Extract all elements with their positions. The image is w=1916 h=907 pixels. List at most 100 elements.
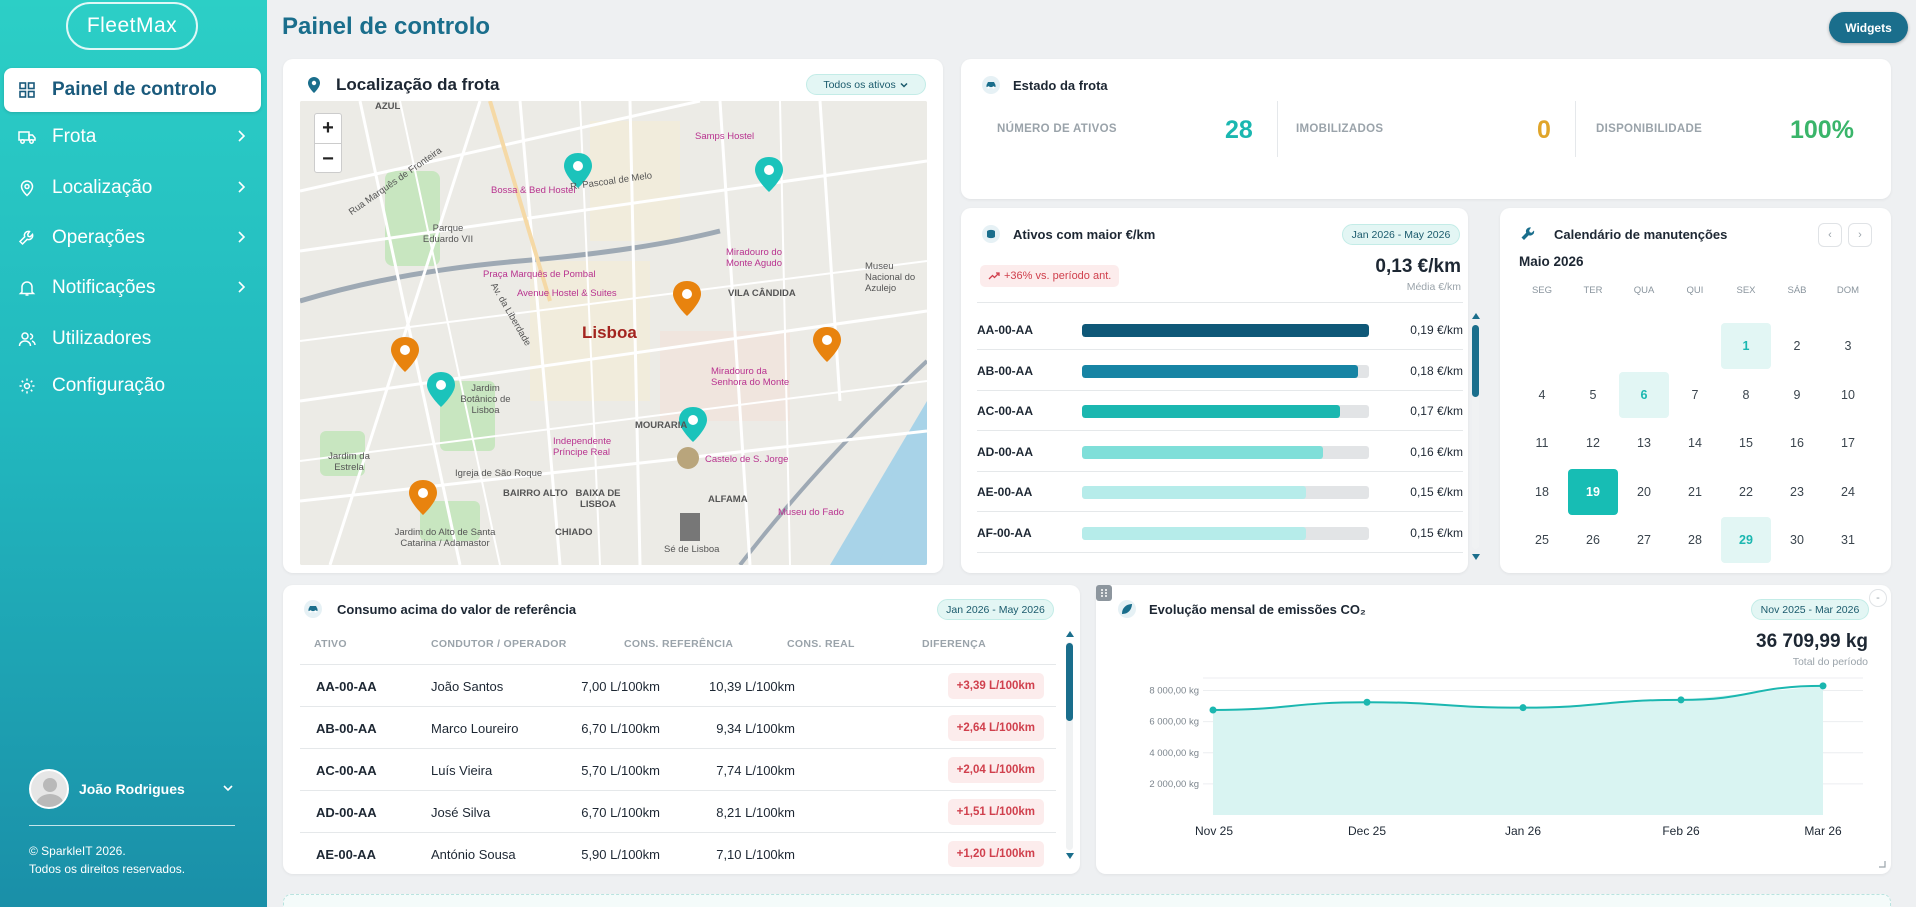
sidebar-item-notifications[interactable]: Notificações xyxy=(4,266,261,310)
kpi-label: NÚMERO DE ATIVOS xyxy=(997,123,1117,135)
calendar-next-button[interactable]: › xyxy=(1848,223,1872,247)
calendar-day[interactable]: 5 xyxy=(1589,387,1597,402)
sidebar-item-dashboard[interactable]: Painel de controlo xyxy=(4,68,261,112)
calendar-day[interactable]: 19 xyxy=(1568,468,1618,515)
period-badge[interactable]: Jan 2026 - May 2026 xyxy=(1342,224,1460,245)
calendar-day[interactable]: 1 xyxy=(1721,323,1771,369)
calendar-day[interactable]: 7 xyxy=(1691,387,1699,402)
table-row[interactable]: AC-00-AA Luís Vieira 5,70 L/100km 7,74 L/10… xyxy=(300,748,1056,790)
table-row[interactable]: AA-00-AA João Santos 7,00 L/100km 10,39 L/1… xyxy=(300,664,1056,706)
calendar-day[interactable]: 29 xyxy=(1721,517,1771,563)
map-poi: Miradouro do Monte Agudo xyxy=(726,247,782,269)
column-header[interactable]: CONS. REFERÊNCIA xyxy=(624,638,734,650)
sidebar-item-operations[interactable]: Operações xyxy=(4,216,261,260)
map-label: Jardim do Alto de Santa Catarina / Adama… xyxy=(394,527,496,549)
column-header[interactable]: DIFERENÇA xyxy=(922,638,986,650)
period-badge[interactable]: Nov 2025 - Mar 2026 xyxy=(1751,599,1869,620)
cost-bar-row[interactable]: AE-00-AA 0,15 €/km xyxy=(977,472,1463,512)
calendar-day[interactable]: 13 xyxy=(1637,436,1651,450)
chevron-down-icon xyxy=(223,785,233,792)
scrollbar-thumb[interactable] xyxy=(1066,643,1073,721)
cost-bar-row[interactable]: AC-00-AA 0,17 €/km xyxy=(977,391,1463,431)
data-point[interactable] xyxy=(1363,698,1371,706)
data-point[interactable] xyxy=(1819,682,1827,690)
calendar-day[interactable]: 11 xyxy=(1535,436,1549,450)
scroll-down-arrow[interactable] xyxy=(1066,853,1074,859)
difference-badge: +2,64 L/100km xyxy=(947,715,1044,741)
calendar-day[interactable]: 6 xyxy=(1619,371,1669,418)
calendar-day[interactable]: 17 xyxy=(1841,436,1855,450)
scroll-up-arrow[interactable] xyxy=(1066,631,1074,637)
calendar-day[interactable]: 9 xyxy=(1793,387,1801,402)
sidebar-item-settings[interactable]: Configuração xyxy=(4,364,261,408)
remove-widget-button[interactable]: - xyxy=(1869,589,1887,607)
calendar-day[interactable]: 10 xyxy=(1841,387,1855,402)
data-point[interactable] xyxy=(1209,706,1217,714)
asset-filter-select[interactable]: Todos os ativos xyxy=(806,74,926,95)
calendar-day[interactable]: 21 xyxy=(1688,484,1702,499)
table-row[interactable]: AE-00-AA António Sousa 5,90 L/100km 7,10 L/… xyxy=(300,832,1056,874)
period-badge[interactable]: Jan 2026 - May 2026 xyxy=(937,599,1054,620)
calendar-day[interactable]: 4 xyxy=(1538,387,1546,402)
avg-cost-label: Média €/km xyxy=(1406,281,1461,293)
cost-bar-row[interactable]: AF-00-AA 0,15 €/km xyxy=(977,513,1463,553)
sidebar-item-fleet[interactable]: Frota xyxy=(4,115,261,159)
scroll-down-arrow[interactable] xyxy=(1472,554,1480,560)
calendar-day[interactable]: 8 xyxy=(1742,387,1750,402)
drag-handle[interactable] xyxy=(1096,585,1112,601)
fleetmax-logo[interactable]: FleetMax xyxy=(66,2,198,50)
wrench-icon xyxy=(1521,227,1535,240)
column-header[interactable]: CONS. REAL xyxy=(787,638,855,650)
calendar-day[interactable]: 20 xyxy=(1637,484,1651,499)
calendar-day[interactable]: 28 xyxy=(1688,533,1702,547)
calendar-day[interactable]: 26 xyxy=(1586,533,1600,547)
calendar-day[interactable]: 30 xyxy=(1790,533,1804,547)
calendar-day[interactable]: 2 xyxy=(1793,339,1801,353)
fleet-map[interactable]: AZUL VILA CÂNDIDA MOURARIA BAIRRO ALTO B… xyxy=(300,101,927,565)
difference-badge: +2,04 L/100km xyxy=(947,757,1044,783)
data-point[interactable] xyxy=(1519,704,1527,712)
emissions-title: Evolução mensal de emissões CO₂ xyxy=(1149,602,1366,617)
calendar-day[interactable]: 12 xyxy=(1586,436,1600,450)
calendar-day[interactable]: 14 xyxy=(1688,436,1702,450)
calendar-day[interactable]: 16 xyxy=(1790,436,1804,450)
zoom-in-button[interactable]: + xyxy=(315,114,341,144)
column-header[interactable]: ATIVO xyxy=(314,638,347,650)
scroll-up-arrow[interactable] xyxy=(1472,313,1480,319)
map-base xyxy=(300,101,927,565)
calendar-prev-button[interactable]: ‹ xyxy=(1818,223,1842,247)
add-widget-dropzone[interactable] xyxy=(283,894,1891,907)
scrollbar-track[interactable] xyxy=(1066,642,1073,850)
scrollbar-thumb[interactable] xyxy=(1472,325,1479,397)
map-label: Jardim da Estrela xyxy=(328,451,370,473)
sidebar-item-label: Notificações xyxy=(52,277,156,298)
cost-bar-row[interactable]: AB-00-AA 0,18 €/km xyxy=(977,351,1463,391)
sidebar-item-location[interactable]: Localização xyxy=(4,166,261,210)
cost-value: 0,16 €/km xyxy=(1410,444,1463,459)
calendar-day[interactable]: 15 xyxy=(1739,436,1753,450)
calendar-day[interactable]: 31 xyxy=(1841,533,1855,547)
widgets-button[interactable]: Widgets xyxy=(1829,12,1908,43)
car-icon xyxy=(304,600,322,618)
column-header[interactable]: CONDUTOR / OPERADOR xyxy=(431,638,567,650)
real-consumption: 7,74 L/100km xyxy=(716,763,795,778)
calendar-day[interactable]: 23 xyxy=(1790,484,1804,499)
table-row[interactable]: AB-00-AA Marco Loureiro 6,70 L/100km 9,34 L… xyxy=(300,706,1056,748)
scrollbar-track[interactable] xyxy=(1472,324,1479,549)
calendar-day[interactable]: 27 xyxy=(1637,533,1651,547)
resize-handle-icon[interactable] xyxy=(1878,860,1886,868)
calendar-day[interactable]: 25 xyxy=(1535,533,1549,547)
cost-bar-row[interactable]: AA-00-AA 0,19 €/km xyxy=(977,310,1463,350)
data-point[interactable] xyxy=(1677,696,1685,704)
calendar-day[interactable]: 24 xyxy=(1841,484,1855,499)
calendar-day[interactable]: 3 xyxy=(1844,339,1852,353)
user-menu[interactable]: João Rodrigues xyxy=(29,768,235,810)
driver-name: José Silva xyxy=(431,805,491,820)
calendar-day[interactable]: 18 xyxy=(1535,484,1549,499)
table-row[interactable]: AD-00-AA José Silva 6,70 L/100km 8,21 L/100… xyxy=(300,790,1056,832)
sidebar-item-users[interactable]: Utilizadores xyxy=(4,317,261,361)
reference-consumption: 7,00 L/100km xyxy=(581,679,660,694)
calendar-day[interactable]: 22 xyxy=(1739,484,1753,499)
cost-bar-row[interactable]: AD-00-AA 0,16 €/km xyxy=(977,432,1463,472)
zoom-out-button[interactable]: − xyxy=(322,147,334,170)
